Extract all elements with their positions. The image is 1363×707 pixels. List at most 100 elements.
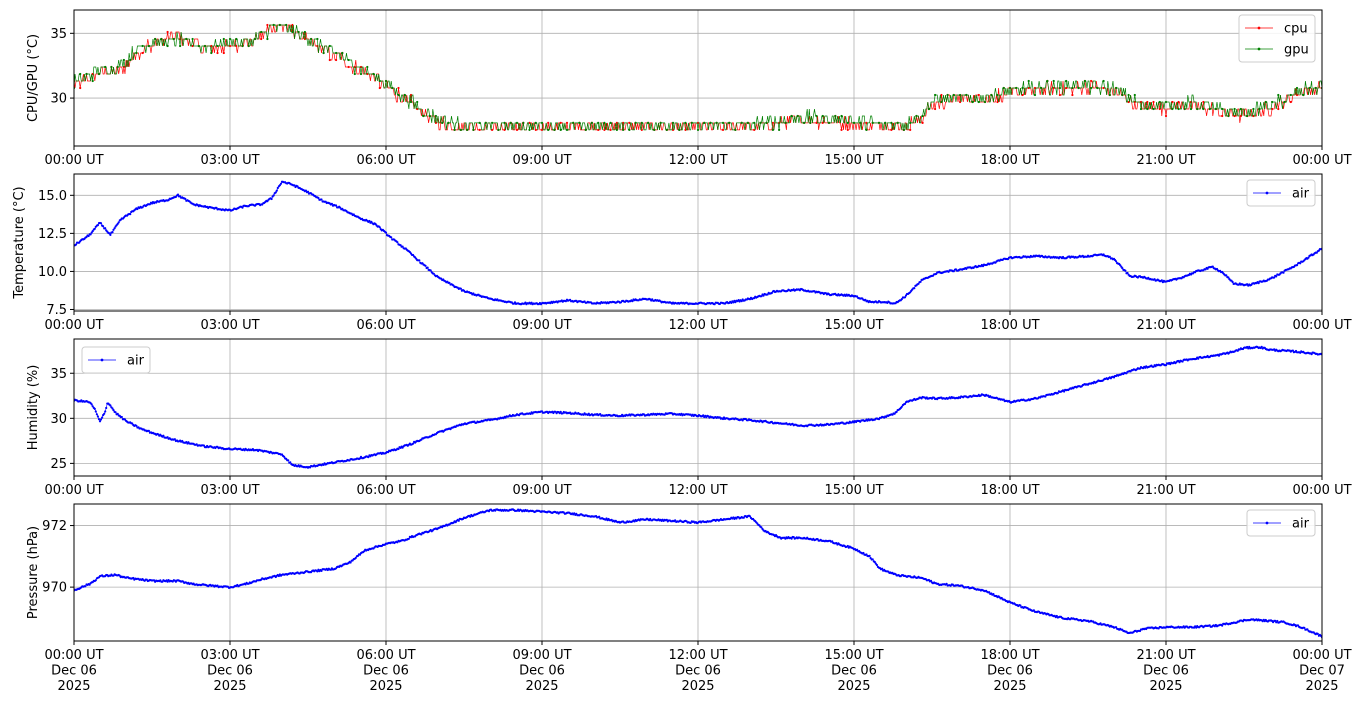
legend: air (81, 346, 151, 374)
data-point (104, 65, 107, 69)
x-tick-label: 18:00 UT (980, 153, 1039, 168)
data-point (671, 128, 675, 131)
data-point (919, 280, 922, 283)
x-tick-label: 03:00 UT (200, 318, 259, 333)
data-point (96, 415, 99, 418)
data-point (328, 44, 331, 48)
data-point (129, 58, 132, 62)
data-point (1181, 360, 1184, 363)
data-point (753, 128, 756, 131)
data-point (959, 100, 962, 104)
data-point (762, 294, 765, 297)
data-point (253, 37, 257, 41)
legend-label-cpu: cpu (1284, 22, 1308, 37)
data-point (91, 230, 94, 233)
data-point (559, 128, 562, 131)
data-point (1102, 86, 1105, 90)
data-point (104, 410, 107, 413)
legend-label-air: air (127, 354, 145, 369)
legend: air (1246, 509, 1316, 537)
x-tick-label: 2025 (837, 679, 870, 694)
data-point (903, 296, 907, 299)
x-tick-label: 2025 (525, 679, 558, 694)
legend-marker (1257, 47, 1261, 51)
data-point (287, 459, 290, 462)
data-point (547, 121, 550, 124)
data-point (191, 37, 194, 41)
data-point (703, 121, 706, 124)
data-point (478, 128, 481, 131)
data-point (1019, 604, 1022, 607)
data-point (728, 121, 731, 124)
data-point (409, 93, 413, 97)
data-point (422, 114, 425, 118)
data-point (1139, 100, 1143, 104)
data-point (426, 266, 429, 269)
data-point (778, 128, 781, 131)
x-tick-label: 06:00 UT (356, 153, 415, 168)
data-point (528, 121, 531, 124)
data-point (909, 128, 912, 131)
data-point (98, 420, 102, 423)
x-tick-label: 2025 (369, 679, 402, 694)
data-point (559, 410, 562, 413)
data-point (996, 100, 999, 104)
data-point (859, 121, 862, 124)
data-point (184, 197, 187, 200)
data-point (815, 114, 818, 118)
data-point (310, 37, 313, 41)
data-point (129, 213, 132, 216)
data-point (653, 128, 656, 131)
data-point (1258, 107, 1261, 111)
y-axis-label: Temperature (°C) (12, 186, 27, 299)
panel-humidity: 00:00 UT 03:00 UT 06:00 UT 09:00 UT 12:00 UT… (26, 338, 1352, 498)
data-point (420, 533, 423, 536)
data-point (283, 455, 286, 458)
data-point (1124, 269, 1127, 272)
data-point (603, 121, 606, 124)
data-point (940, 93, 943, 97)
data-point (534, 128, 537, 131)
data-point (491, 121, 494, 124)
data-point (116, 65, 119, 69)
data-point (534, 121, 537, 124)
data-point (1282, 271, 1285, 274)
data-point (94, 579, 97, 582)
data-point (927, 107, 931, 111)
data-point (573, 512, 576, 515)
data-point (827, 121, 831, 124)
y-axis-label: Humidity (%) (26, 365, 41, 451)
legend: air (1246, 179, 1316, 207)
data-point (291, 30, 294, 34)
x-tick-label: 00:00 UT (1292, 318, 1351, 333)
data-point (1277, 93, 1280, 97)
data-point (565, 128, 569, 131)
data-point (112, 228, 115, 231)
data-point (715, 121, 718, 124)
data-point (1214, 107, 1217, 111)
data-point (1221, 114, 1224, 118)
data-point (1115, 86, 1118, 90)
data-point (895, 410, 898, 413)
data-point (884, 121, 887, 124)
data-point (1046, 79, 1049, 83)
data-point (416, 107, 419, 111)
data-point (99, 222, 103, 225)
data-point (366, 72, 369, 76)
data-point (1257, 282, 1260, 285)
data-point (528, 128, 531, 131)
data-point (469, 515, 472, 518)
data-point (112, 409, 115, 412)
data-point (1127, 93, 1130, 97)
data-point (335, 58, 338, 62)
data-point (522, 121, 525, 124)
data-point (135, 51, 138, 55)
data-point (1015, 86, 1018, 90)
legend-marker (1265, 191, 1269, 195)
data-point (79, 86, 82, 90)
data-point (1158, 107, 1161, 111)
data-point (1065, 86, 1068, 90)
data-point (846, 121, 849, 124)
data-point (97, 72, 101, 76)
x-tick-label: 09:00 UT (512, 153, 571, 168)
